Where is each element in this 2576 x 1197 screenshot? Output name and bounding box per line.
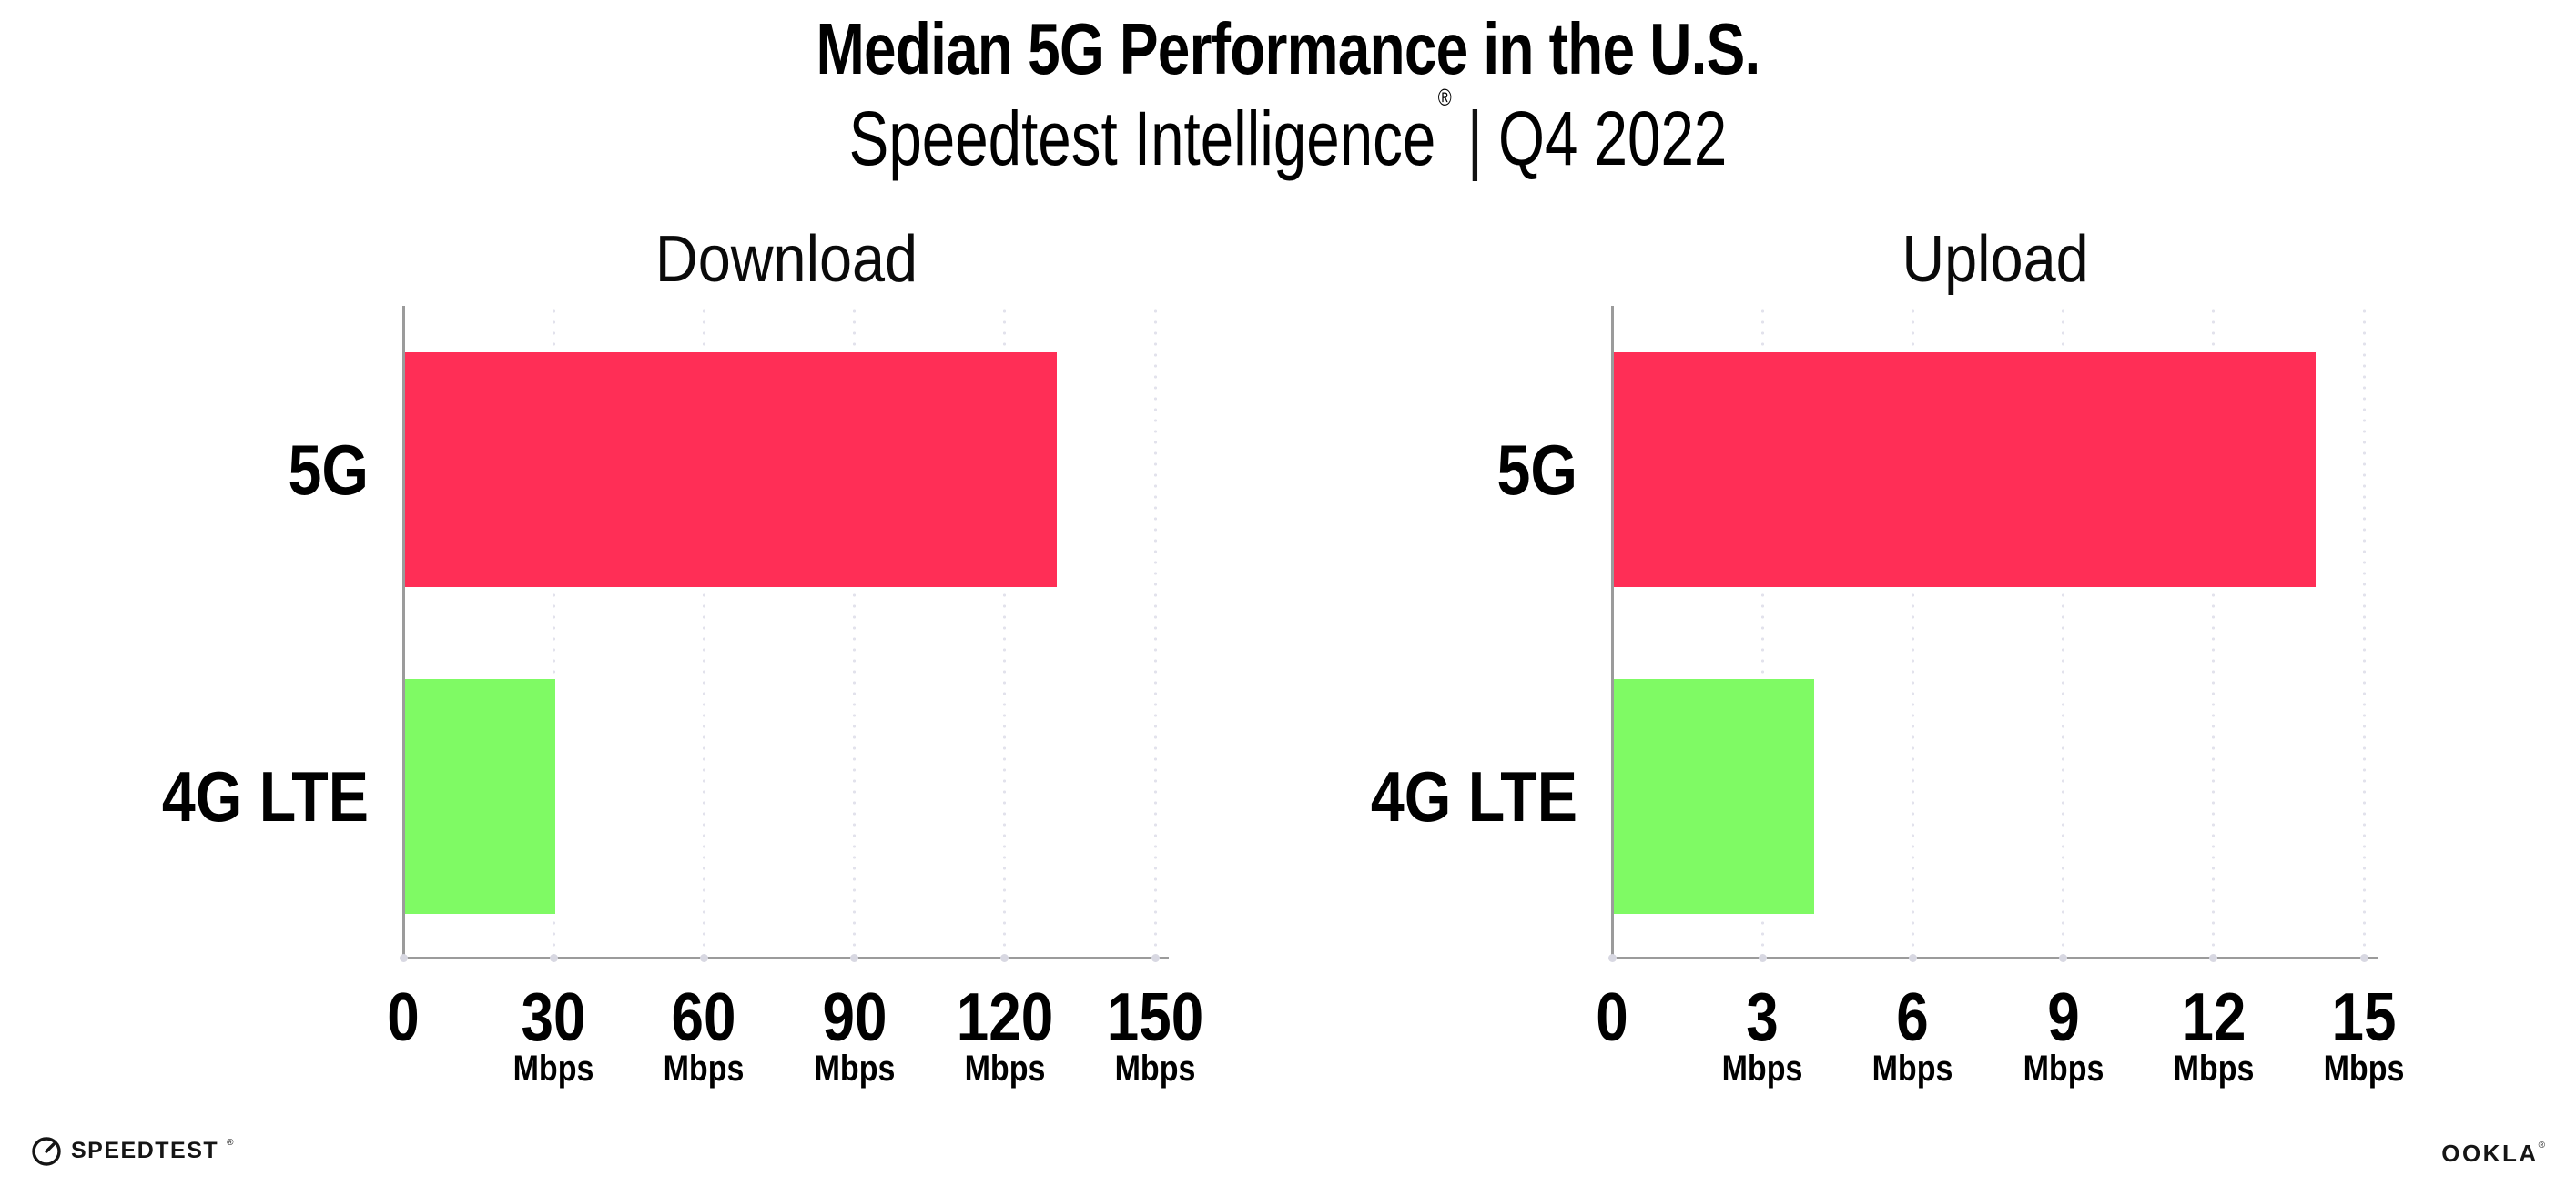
bar-4g-lte [1614,679,1815,914]
axis-tick-dot [2059,954,2068,962]
x-tick-label: 3 [1746,979,1779,1055]
x-tick-label: 12 [2181,979,2246,1055]
x-tick-unit-label: Mbps [1872,1049,1953,1089]
registered-trademark-icon: ® [1437,84,1452,111]
x-tick-label: 120 [956,979,1053,1055]
x-axis-line [402,957,1169,959]
speedtest-logo: SPEEDTEST ® [30,1134,234,1167]
gridline [1003,306,1007,959]
x-tick-unit-label: Mbps [964,1049,1046,1089]
axis-tick-dot [1607,954,1617,962]
axis-tick-dot [1000,954,1009,962]
chart-title: Upload [1902,223,2089,296]
x-tick-unit-label: Mbps [1114,1049,1196,1089]
x-tick-label: 90 [822,979,887,1055]
registered-trademark-icon: ® [2538,1140,2545,1151]
bar-4g-lte [405,679,556,914]
ookla-wordmark: OOKLA [2441,1140,2539,1167]
axis-tick-dot [1908,954,1917,962]
x-tick-label: 60 [671,979,736,1055]
ookla-logo: OOKLA® [2441,1140,2545,1168]
y-axis-line [1611,306,1614,961]
category-label: 4G LTE [1370,756,1577,837]
x-tick-unit-label: Mbps [814,1049,895,1089]
category-label: 5G [1496,430,1577,510]
speedtest-wordmark: SPEEDTEST [71,1137,219,1163]
x-tick-unit-label: Mbps [2323,1049,2405,1089]
subtitle-brand: Speedtest Intelligence [848,96,1436,181]
category-label: 4G LTE [161,756,369,837]
bar-5g [1614,352,2316,587]
gridline [1911,306,1914,959]
subtitle-period: Q4 2022 [1498,96,1728,181]
x-tick-label: 0 [1596,979,1628,1055]
axis-tick-dot [850,954,859,962]
gridline [552,306,555,959]
gridline [853,306,857,959]
x-tick-unit-label: Mbps [664,1049,745,1089]
x-tick-label: 150 [1106,979,1204,1055]
x-tick-unit-label: Mbps [1721,1049,1803,1089]
x-tick-label: 15 [2331,979,2397,1055]
subtitle-separator: | [1466,96,1483,181]
x-axis-line [1611,957,2378,959]
x-tick-label: 30 [521,979,586,1055]
x-tick-unit-label: Mbps [2023,1049,2104,1089]
bar-5g [405,352,1057,587]
axis-tick-dot [549,954,558,962]
x-tick-unit-label: Mbps [2173,1049,2255,1089]
x-tick-label: 9 [2046,979,2080,1055]
axis-tick-dot [699,954,708,962]
gridline [2362,306,2366,959]
registered-trademark-icon: ® [227,1137,234,1148]
x-tick-label: 0 [387,979,420,1055]
axis-tick-dot [399,954,408,962]
axis-tick-dot [1758,954,1767,962]
x-tick-label: 6 [1896,979,1930,1055]
axis-tick-dot [2209,954,2218,962]
y-axis-line [402,306,405,961]
axis-tick-dot [2359,954,2368,962]
gridline [1760,306,1764,959]
axis-tick-dot [1151,954,1160,962]
gridline [702,306,705,959]
chart-title: Download [654,223,918,296]
subtitle: Speedtest Intelligence® | Q4 2022 [283,84,2292,183]
main-title: Median 5G Performance in the U.S. [816,8,1761,89]
gridline [2212,306,2216,959]
x-tick-unit-label: Mbps [512,1049,594,1089]
speedtest-gauge-icon [32,1137,61,1166]
gridline [1153,306,1157,959]
category-label: 5G [288,430,369,510]
gridline [2062,306,2065,959]
